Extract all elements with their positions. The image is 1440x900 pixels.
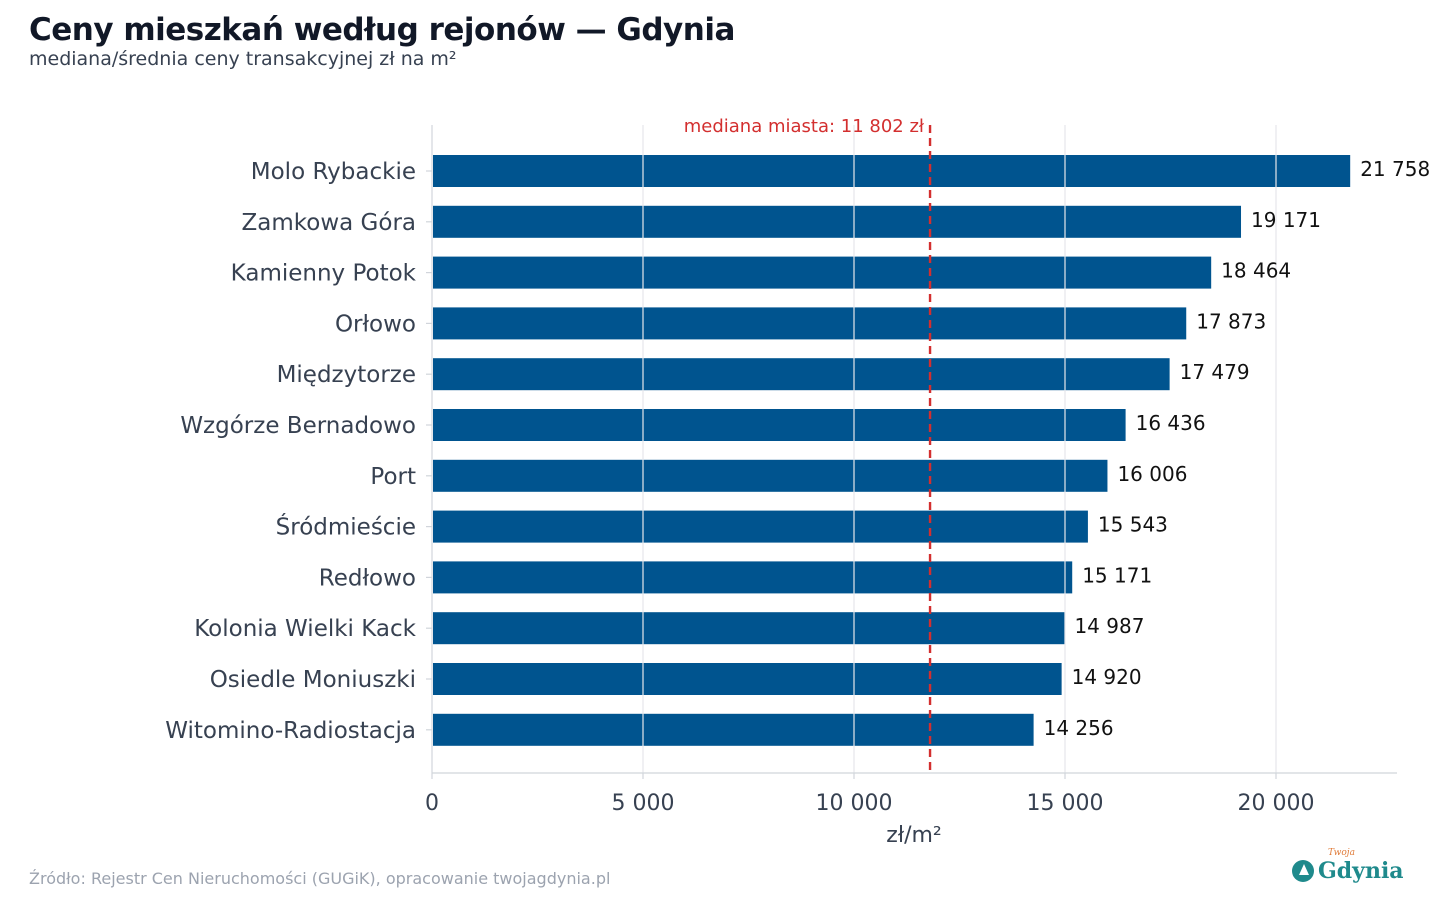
value-label: 14 987	[1074, 614, 1144, 638]
logo-wordmark: Twoja Gdynia	[1318, 848, 1404, 884]
bar	[433, 155, 1351, 187]
category-label: Wzgórze Bernadowo	[180, 413, 416, 439]
bar	[433, 713, 1034, 746]
logo-word: Gdynia	[1318, 858, 1404, 884]
value-label: 18 464	[1221, 259, 1291, 283]
value-label: 14 256	[1044, 716, 1114, 740]
category-label: Redłowo	[319, 565, 416, 591]
x-axis-title: zł/m²	[886, 823, 941, 848]
category-label: Witomino-Radiostacja	[165, 718, 416, 744]
category-label: Osiedle Moniuszki	[210, 667, 416, 693]
bar	[433, 358, 1170, 391]
x-tick-label: 10 000	[816, 791, 893, 816]
bar	[433, 205, 1242, 238]
bar	[433, 663, 1062, 695]
category-label: Międzytorze	[277, 362, 416, 388]
value-label: 15 543	[1098, 513, 1168, 537]
value-label: 17 479	[1180, 360, 1250, 384]
bar	[433, 561, 1073, 594]
category-label: Zamkowa Góra	[242, 210, 417, 236]
category-label: Port	[370, 464, 416, 490]
category-label: Kamienny Potok	[231, 261, 417, 287]
bar	[433, 612, 1065, 645]
bar	[433, 510, 1088, 543]
value-label: 19 171	[1251, 208, 1321, 232]
bar	[433, 409, 1126, 441]
bar	[433, 307, 1187, 340]
bar	[433, 459, 1108, 492]
category-label: Kolonia Wielki Kack	[194, 616, 416, 642]
sailboat-icon	[1292, 860, 1314, 882]
logo-small-text: Twoja	[1328, 848, 1355, 858]
value-label: 16 006	[1117, 462, 1187, 486]
x-tick-label: 15 000	[1027, 791, 1104, 816]
chart-subtitle: mediana/średnia ceny transakcyjnej zł na…	[29, 48, 457, 70]
value-label: 21 758	[1360, 157, 1430, 181]
value-label: 15 171	[1082, 563, 1152, 587]
bar	[433, 256, 1212, 289]
category-label: Śródmieście	[276, 513, 416, 541]
gdynia-logo: Twoja Gdynia	[1292, 848, 1404, 889]
chart-title: Ceny mieszkań według rejonów — Gdynia	[29, 12, 735, 48]
x-tick-label: 20 000	[1238, 791, 1315, 816]
x-tick-label: 5 000	[612, 791, 675, 816]
value-label: 16 436	[1136, 411, 1206, 435]
value-label: 14 920	[1072, 665, 1142, 689]
median-reference-label: mediana miasta: 11 802 zł	[684, 116, 925, 137]
x-tick-label: 0	[425, 791, 439, 816]
category-label: Orłowo	[335, 311, 416, 337]
category-label: Molo Rybackie	[251, 159, 416, 185]
source-note: Źródło: Rejestr Cen Nieruchomości (GUGiK…	[29, 869, 611, 888]
value-label: 17 873	[1196, 309, 1266, 333]
